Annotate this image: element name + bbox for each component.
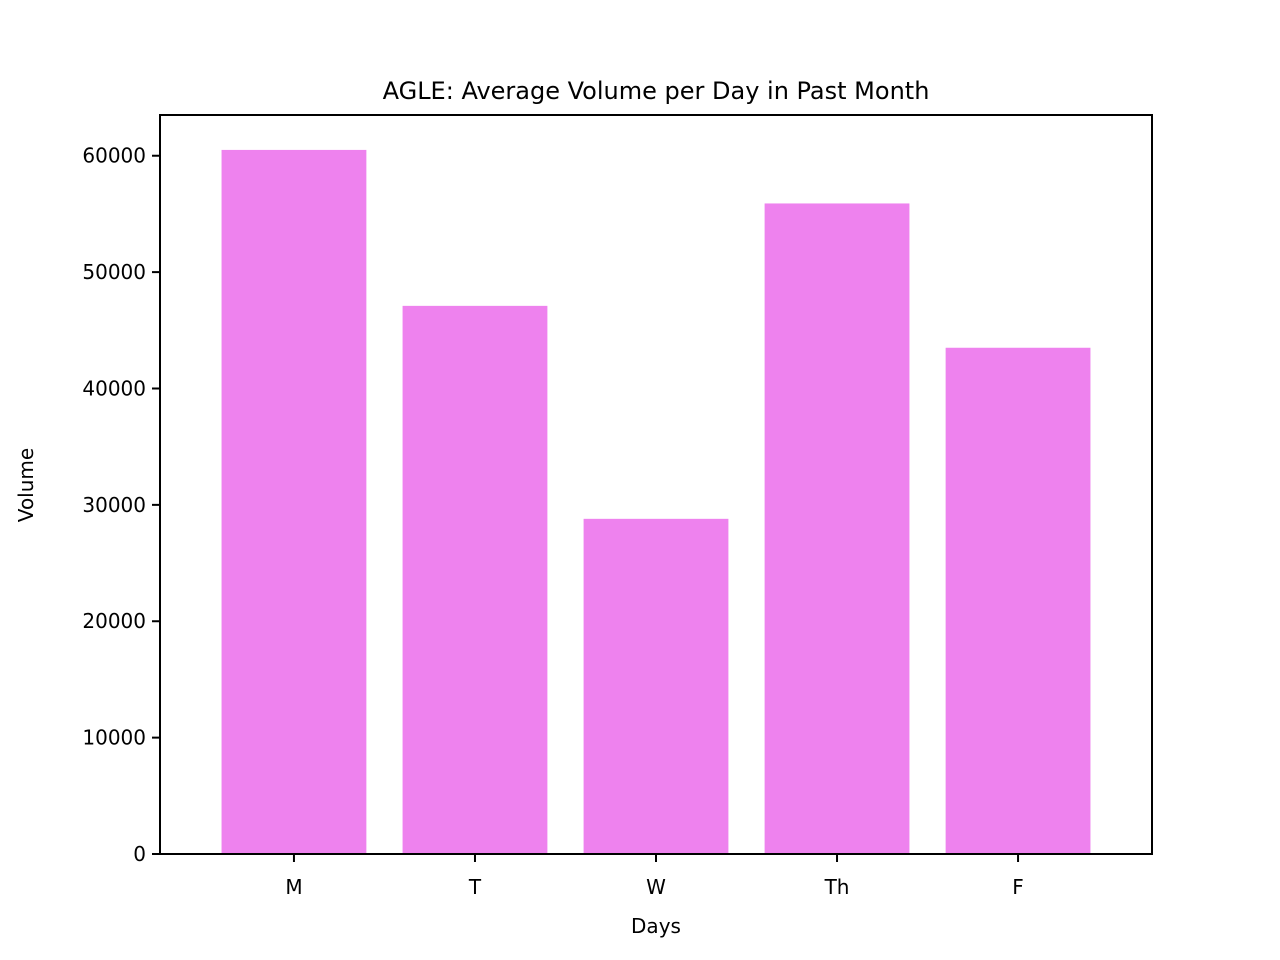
x-tick-label: Th [824, 875, 850, 899]
y-axis-label: Volume [14, 448, 38, 522]
x-tick-label: F [1012, 875, 1024, 899]
chart-title: AGLE: Average Volume per Day in Past Mon… [383, 77, 930, 105]
y-tick-label: 40000 [82, 376, 146, 400]
x-axis-label: Days [631, 914, 681, 938]
y-tick-label: 60000 [82, 144, 146, 168]
x-tick-label: T [468, 875, 482, 899]
bar-f [945, 347, 1091, 854]
bars-group [221, 149, 1091, 854]
y-tick-label: 30000 [82, 493, 146, 517]
x-tick-label: W [646, 875, 666, 899]
x-axis-ticks: M T W Th F [285, 854, 1024, 899]
y-tick-label: 50000 [82, 260, 146, 284]
bar-t [402, 305, 548, 854]
y-tick-label: 20000 [82, 609, 146, 633]
bar-w [583, 518, 729, 854]
bar-m [221, 149, 367, 854]
y-tick-label: 10000 [82, 726, 146, 750]
bar-th [764, 203, 910, 854]
y-axis-ticks: 0 10000 20000 30000 40000 50000 60000 [82, 144, 160, 866]
x-tick-label: M [285, 875, 302, 899]
y-tick-label: 0 [133, 842, 146, 866]
plot-frame [159, 114, 1153, 855]
